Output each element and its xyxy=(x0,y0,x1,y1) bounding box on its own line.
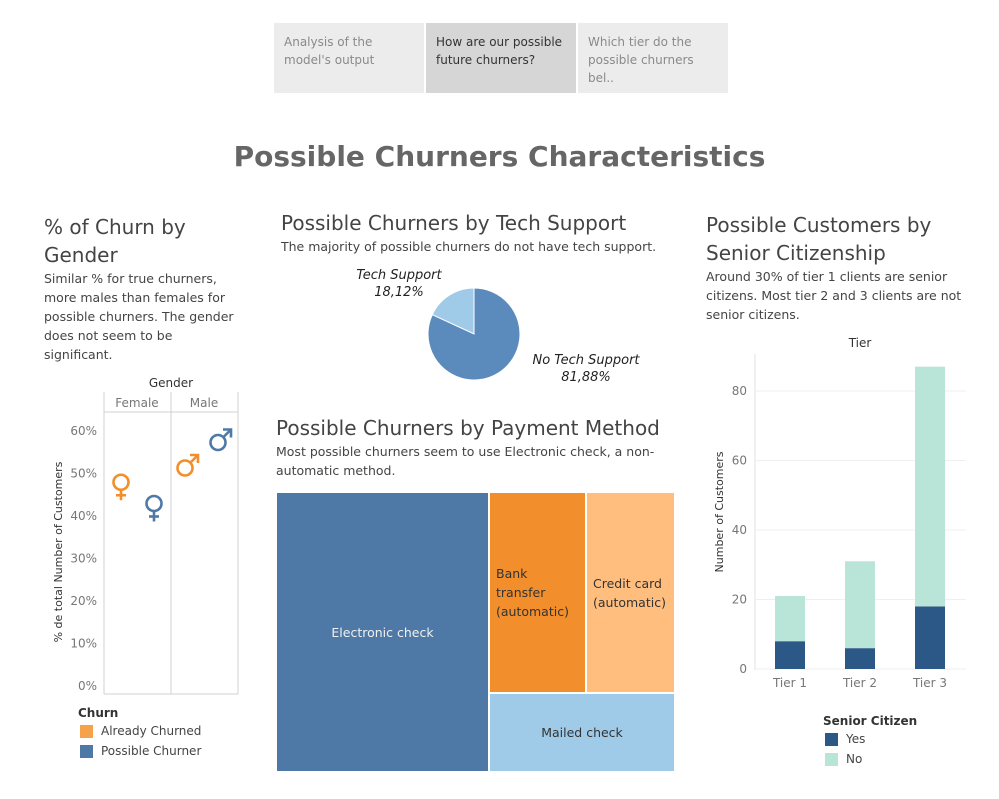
tab-model-analysis[interactable]: Analysis of the model's output xyxy=(274,23,424,93)
gender-y-tick: 30% xyxy=(70,552,97,566)
tier-tick-label: Tier 3 xyxy=(912,676,947,690)
senior-yes-swatch xyxy=(825,732,838,746)
female-symbol-icon[interactable] xyxy=(112,473,130,501)
senior-section-title: Possible Customers by Senior Citizenship xyxy=(706,213,932,265)
payment-section-title: Possible Churners by Payment Method xyxy=(276,416,660,440)
tier-tick-label: Tier 1 xyxy=(772,676,807,690)
gender-column-header: Gender xyxy=(149,376,193,390)
gender-section-title: % of Churn by Gender xyxy=(44,215,186,267)
senior-y-tick: 60 xyxy=(732,454,747,468)
legend-senior-yes[interactable]: Yes xyxy=(825,732,865,746)
bar-tier-1-no[interactable] xyxy=(775,596,805,642)
tab-future-churners[interactable]: How are our possible future churners? xyxy=(426,23,576,93)
legend-senior-no-label: No xyxy=(846,752,863,766)
tech-section-description: The majority of possible churners do not… xyxy=(281,239,657,254)
gender-section-description: Similar % for true churners, more males … xyxy=(44,271,234,362)
tier-tick-label: Tier 2 xyxy=(842,676,877,690)
possible-churner-swatch xyxy=(80,744,93,758)
treemap-bank-transfer[interactable]: Bank transfer (automatic) xyxy=(489,492,586,693)
legend-possible-churner-label: Possible Churner xyxy=(101,744,202,758)
gender-category-female: Female xyxy=(115,396,158,410)
gender-y-tick: 20% xyxy=(70,594,97,608)
already-churned-swatch xyxy=(80,724,93,738)
bar-tier-2-yes[interactable] xyxy=(845,648,875,669)
gender-y-tick: 0% xyxy=(78,679,97,693)
male-symbol-icon[interactable] xyxy=(176,453,200,477)
treemap-mailed-check[interactable]: Mailed check xyxy=(489,693,675,772)
gender-y-tick: 60% xyxy=(70,424,97,438)
gender-y-tick: 40% xyxy=(70,509,97,523)
senior-bar-chart: Tier 0 20 40 60 80 Number of Customers Tier … xyxy=(713,336,966,690)
gender-chart: Gender Female Male 0%10%20%30%40%50%60% … xyxy=(52,376,239,695)
bar-tier-3-yes[interactable] xyxy=(915,606,945,669)
page-title: Possible Churners Characteristics xyxy=(233,140,766,173)
senior-y-axis-label: Number of Customers xyxy=(713,451,726,572)
treemap-credit-card[interactable]: Credit card (automatic) xyxy=(586,492,675,693)
pie-slice-no-tech-support[interactable] xyxy=(427,287,521,381)
legend-possible-churner[interactable]: Possible Churner xyxy=(80,744,201,758)
pie-slice-tech-support[interactable] xyxy=(431,287,475,335)
pie-value-tech-support: 18,12% xyxy=(374,285,424,300)
male-symbol-icon[interactable] xyxy=(209,428,233,452)
gender-y-tick: 50% xyxy=(70,467,97,481)
gender-y-axis-label: % de total Number of Customers xyxy=(52,461,65,642)
senior-y-tick: 80 xyxy=(732,384,747,398)
female-symbol-icon[interactable] xyxy=(145,494,163,522)
tab-churner-tier[interactable]: Which tier do the possible churners bel.… xyxy=(578,23,728,93)
treemap-bank-transfer-label: Bank transfer (automatic) xyxy=(496,566,569,619)
senior-y-tick: 0 xyxy=(739,662,747,676)
treemap-mailed-check-label: Mailed check xyxy=(541,725,623,740)
senior-section-description: Around 30% of tier 1 clients are senior … xyxy=(706,269,962,322)
senior-y-tick: 20 xyxy=(732,593,747,607)
senior-legend-title: Senior Citizen xyxy=(823,714,918,728)
bar-tier-3-no[interactable] xyxy=(915,366,945,607)
treemap-credit-card-label: Credit card (automatic) xyxy=(593,575,666,610)
bar-tier-1-yes[interactable] xyxy=(775,641,805,669)
payment-section-description: Most possible churners seem to use Elect… xyxy=(276,444,655,478)
pie-value-no-tech-support: 81,88% xyxy=(561,370,611,385)
tech-section-title: Possible Churners by Tech Support xyxy=(281,211,627,235)
gender-category-male: Male xyxy=(190,396,218,410)
churn-legend-title: Churn xyxy=(78,706,119,720)
gender-y-tick: 10% xyxy=(70,637,97,651)
pie-label-tech-support: Tech Support xyxy=(356,268,442,283)
tier-column-header: Tier xyxy=(848,336,872,350)
pie-label-no-tech-support: No Tech Support xyxy=(532,353,640,368)
legend-already-churned[interactable]: Already Churned xyxy=(80,724,201,738)
treemap-electronic-check-label: Electronic check xyxy=(331,624,434,640)
legend-senior-no[interactable]: No xyxy=(825,752,862,766)
legend-senior-yes-label: Yes xyxy=(846,732,866,746)
senior-y-tick: 40 xyxy=(732,523,747,537)
bar-tier-2-no[interactable] xyxy=(845,561,875,649)
legend-already-churned-label: Already Churned xyxy=(101,724,202,738)
dashboard-tabs: Analysis of the model's output How are o… xyxy=(274,23,728,93)
treemap-electronic-check[interactable]: Electronic check xyxy=(276,492,489,772)
tech-support-pie: Tech Support 18,12% No Tech Support 81,8… xyxy=(356,268,640,385)
senior-no-swatch xyxy=(825,752,838,766)
